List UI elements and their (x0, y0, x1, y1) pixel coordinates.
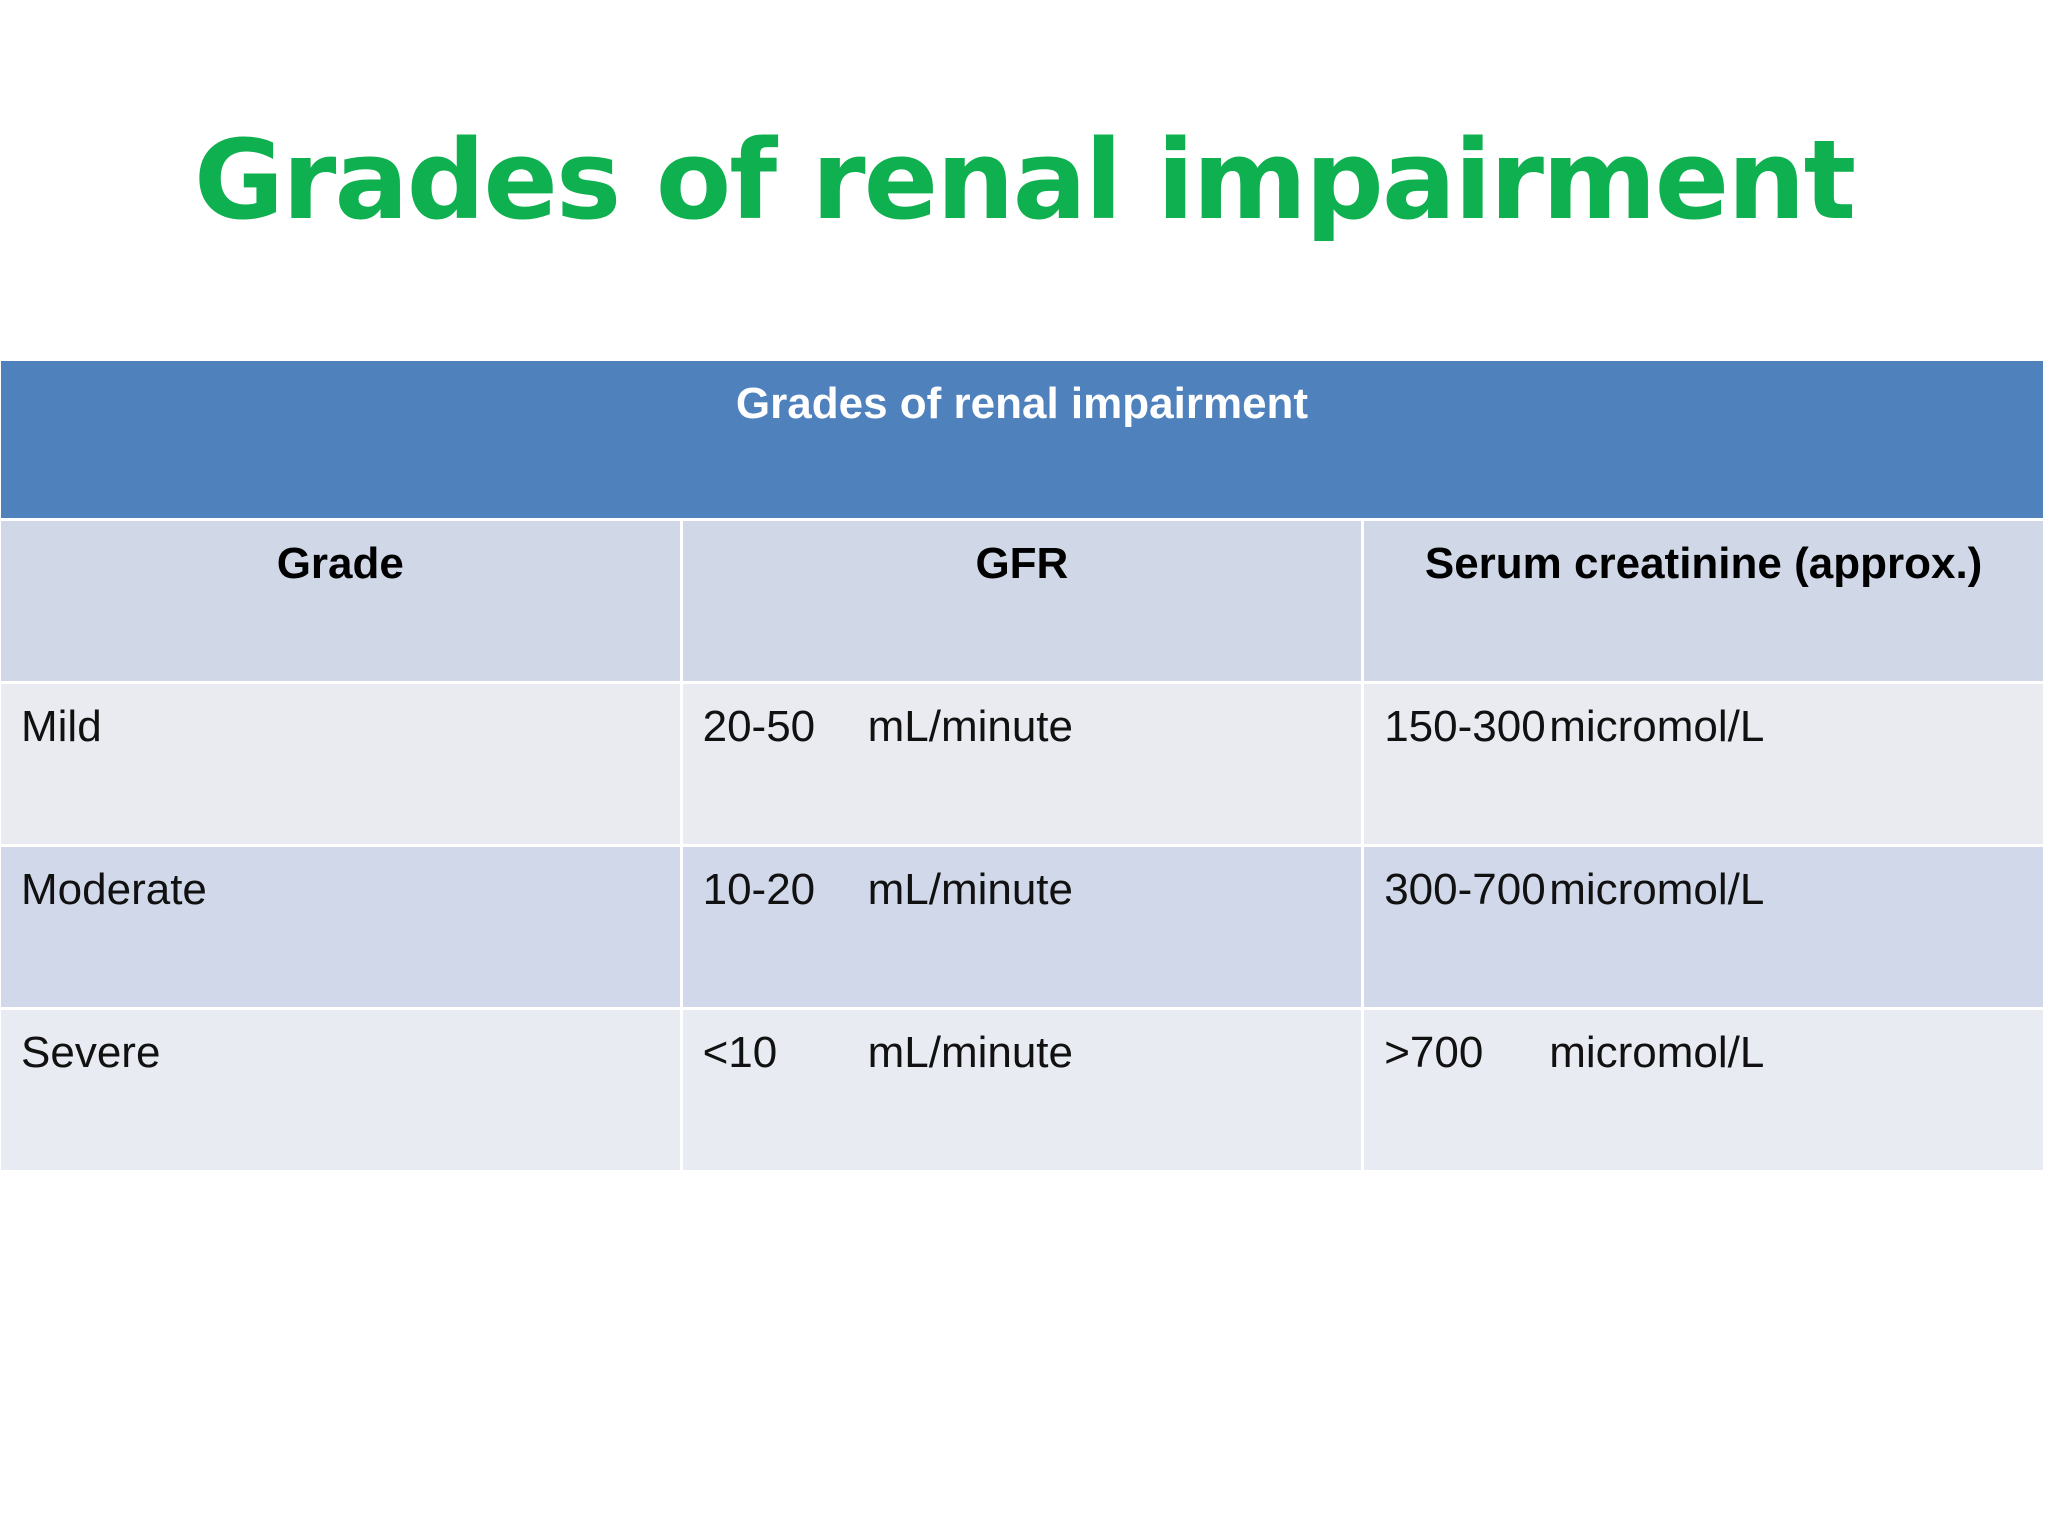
grade-text: Severe (21, 1028, 161, 1077)
creatinine-unit: micromol/L (1549, 702, 1765, 751)
creatinine-value: >700 (1384, 1028, 1484, 1077)
cell-grade: Mild (1, 684, 680, 844)
gfr-unit: mL/minute (867, 702, 1074, 751)
gfr-unit: mL/minute (867, 865, 1074, 914)
cell-grade: Severe (1, 1010, 680, 1170)
header-gfr: GFR (682, 521, 1362, 681)
cell-creatinine: >700 micromol/L (1364, 1010, 2043, 1170)
gfr-value: <10 (702, 1028, 778, 1077)
creatinine-unit: micromol/L (1549, 865, 1765, 914)
grade-text: Mild (21, 702, 102, 751)
header-serum-creatinine: Serum creatinine (approx.) (1364, 521, 2043, 681)
slide-title: Grades of renal impairment (193, 116, 1856, 244)
cell-creatinine: 150-300micromol/L (1364, 684, 2043, 844)
creatinine-value: 300-700 (1384, 865, 1546, 914)
table-row: Severe <10 mL/minute >700 micromol/L (1, 1010, 2043, 1170)
table-row: Mild 20-50 mL/minute 150-300micromol/L (1, 684, 2043, 844)
table-row: Moderate 10-20 mL/minute 300-700micromol/… (1, 847, 2043, 1007)
table-caption: Grades of renal impairment (1, 361, 2043, 518)
cell-gfr: 20-50 mL/minute (682, 684, 1362, 844)
cell-creatinine: 300-700micromol/L (1364, 847, 2043, 1007)
creatinine-unit: micromol/L (1549, 1028, 1765, 1077)
grade-text: Moderate (21, 865, 207, 914)
gfr-value: 10-20 (702, 865, 816, 914)
cell-gfr: 10-20 mL/minute (682, 847, 1362, 1007)
gfr-unit: mL/minute (867, 1028, 1074, 1077)
gfr-value: 20-50 (702, 702, 816, 751)
creatinine-value: 150-300 (1384, 702, 1546, 751)
renal-impairment-table: Grades of renal impairment Grade GFR Ser… (0, 358, 2048, 1173)
cell-grade: Moderate (1, 847, 680, 1007)
cell-gfr: <10 mL/minute (682, 1010, 1362, 1170)
header-grade: Grade (1, 521, 680, 681)
